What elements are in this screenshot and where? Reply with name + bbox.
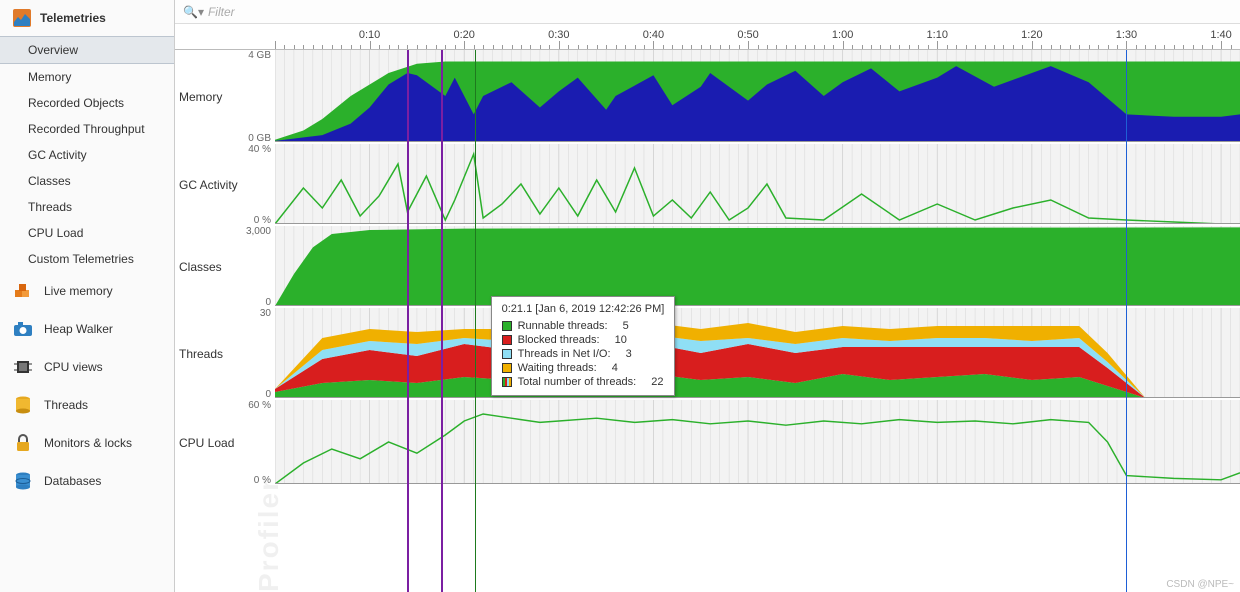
time-tick-label: 1:10 bbox=[927, 29, 948, 41]
legend-swatch bbox=[502, 377, 512, 387]
time-tick-label: 0:10 bbox=[359, 29, 380, 41]
tooltip-row: Waiting threads: 4 bbox=[502, 361, 665, 375]
sidebar-item-recorded-throughput[interactable]: Recorded Throughput bbox=[0, 116, 174, 142]
time-marker bbox=[407, 50, 409, 592]
tooltip: 0:21.1 [Jan 6, 2019 12:42:26 PM] Runnable… bbox=[491, 296, 676, 396]
chart-row-title: Memory bbox=[179, 90, 222, 104]
sidebar-item-overview[interactable]: Overview bbox=[0, 36, 174, 64]
filter-bar: 🔍▾ bbox=[175, 0, 1240, 24]
chart-row-memory[interactable] bbox=[275, 50, 1240, 144]
plot-column[interactable]: 0:10 0:20 0:30 0:40 0:50 1:00 1:10 1:20 1:30 1:40… bbox=[275, 24, 1240, 592]
time-tick-label: 0:30 bbox=[548, 29, 569, 41]
row-labels-column: Memory 4 GB 0 GB GC Activity 40 % 0 % Classes 3… bbox=[175, 24, 275, 592]
search-icon: 🔍▾ bbox=[183, 5, 204, 19]
y-top-label: 40 % bbox=[248, 144, 271, 155]
time-tick-label: 1:40 bbox=[1210, 29, 1231, 41]
sidebar: Telemetries OverviewMemoryRecorded Objec… bbox=[0, 0, 175, 592]
chart-row-title: Classes bbox=[179, 260, 222, 274]
chart-row-gc-activity[interactable] bbox=[275, 144, 1240, 226]
sidebar-item-classes[interactable]: Classes bbox=[0, 168, 174, 194]
sidebar-section-label: Telemetries bbox=[40, 11, 106, 25]
y-top-label: 3,000 bbox=[246, 226, 271, 237]
time-marker bbox=[475, 50, 476, 592]
tooltip-row: Blocked threads: 10 bbox=[502, 333, 665, 347]
sidebar-item-custom-telemetries[interactable]: Custom Telemetries bbox=[0, 246, 174, 272]
y-bot-label: 0 % bbox=[254, 215, 271, 226]
sidebar-section-heap-walker[interactable]: Heap Walker bbox=[0, 310, 174, 348]
sidebar-item-threads[interactable]: Threads bbox=[0, 194, 174, 220]
y-bot-label: 0 % bbox=[254, 475, 271, 486]
time-tick-label: 1:00 bbox=[832, 29, 853, 41]
chip-icon bbox=[12, 356, 34, 378]
y-bot-label: 0 bbox=[265, 389, 271, 400]
time-tick-label: 0:40 bbox=[643, 29, 664, 41]
chart-row-cpu-load[interactable] bbox=[275, 400, 1240, 486]
time-marker bbox=[441, 50, 443, 592]
legend-swatch bbox=[502, 349, 512, 359]
legend-swatch bbox=[502, 335, 512, 345]
chart-row-title: CPU Load bbox=[179, 436, 234, 450]
sidebar-section-live-memory[interactable]: Live memory bbox=[0, 272, 174, 310]
legend-swatch bbox=[502, 363, 512, 373]
chart-row-threads[interactable] bbox=[275, 308, 1240, 400]
sidebar-item-cpu-load[interactable]: CPU Load bbox=[0, 220, 174, 246]
sidebar-item-recorded-objects[interactable]: Recorded Objects bbox=[0, 90, 174, 116]
sidebar-section-databases[interactable]: Databases bbox=[0, 462, 174, 500]
sidebar-section-cpu-views[interactable]: CPU views bbox=[0, 348, 174, 386]
legend-swatch bbox=[502, 321, 512, 331]
time-tick-label: 0:50 bbox=[737, 29, 758, 41]
sidebar-sublist: OverviewMemoryRecorded ObjectsRecorded T… bbox=[0, 36, 174, 272]
main-panel: 🔍▾ Memory 4 GB 0 GB GC Activity 40 % 0 % Class… bbox=[175, 0, 1240, 592]
telemetries-icon bbox=[12, 8, 32, 28]
tooltip-row: Threads in Net I/O: 3 bbox=[502, 347, 665, 361]
sidebar-section-monitors-locks[interactable]: Monitors & locks bbox=[0, 424, 174, 462]
lock-icon bbox=[12, 432, 34, 454]
chart-row-classes[interactable] bbox=[275, 226, 1240, 308]
watermark: CSDN @NPE~ bbox=[1166, 579, 1234, 590]
time-axis: 0:10 0:20 0:30 0:40 0:50 1:00 1:10 1:20 1:30 1:40 bbox=[275, 24, 1240, 50]
filter-input[interactable] bbox=[208, 5, 363, 19]
tooltip-row: Total number of threads: 22 bbox=[502, 375, 665, 389]
y-bot-label: 0 GB bbox=[248, 133, 271, 144]
chart-row-title: Threads bbox=[179, 347, 223, 361]
tooltip-row: Runnable threads: 5 bbox=[502, 319, 665, 333]
time-tick-label: 1:20 bbox=[1021, 29, 1042, 41]
y-top-label: 30 bbox=[260, 308, 271, 319]
chart-row-title: GC Activity bbox=[179, 178, 238, 192]
tooltip-time: 0:21.1 [Jan 6, 2019 12:42:26 PM] bbox=[502, 303, 665, 315]
orange-cubes-icon bbox=[12, 280, 34, 302]
time-marker bbox=[1126, 50, 1127, 592]
y-top-label: 60 % bbox=[248, 400, 271, 411]
camera-icon bbox=[12, 318, 34, 340]
time-tick-label: 0:20 bbox=[453, 29, 474, 41]
sidebar-section-threads[interactable]: Threads bbox=[0, 386, 174, 424]
sidebar-item-gc-activity[interactable]: GC Activity bbox=[0, 142, 174, 168]
sidebar-section-telemetries[interactable]: Telemetries bbox=[0, 0, 174, 36]
db-icon bbox=[12, 470, 34, 492]
y-bot-label: 0 bbox=[265, 297, 271, 308]
y-top-label: 4 GB bbox=[248, 50, 271, 61]
spool-icon bbox=[12, 394, 34, 416]
sidebar-item-memory[interactable]: Memory bbox=[0, 64, 174, 90]
time-tick-label: 1:30 bbox=[1116, 29, 1137, 41]
